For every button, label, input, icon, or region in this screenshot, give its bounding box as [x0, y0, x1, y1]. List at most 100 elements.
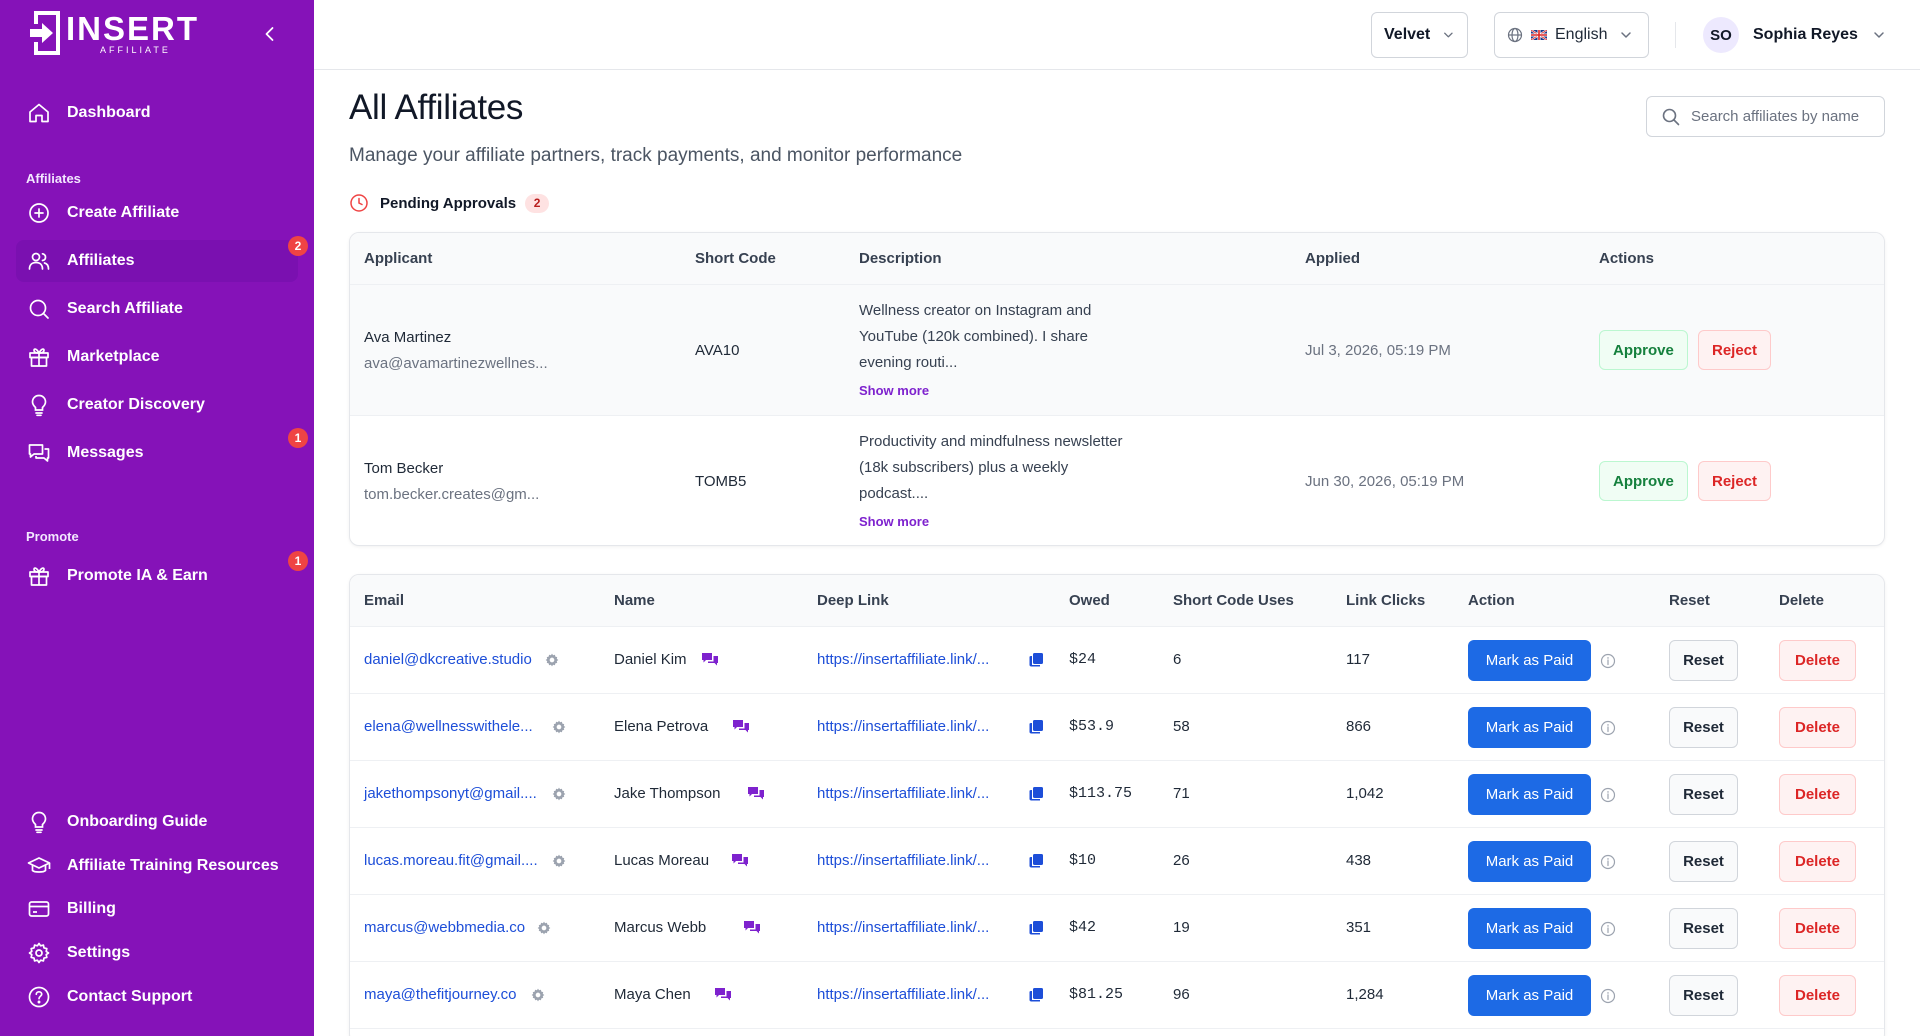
copy-icon[interactable] [1028, 920, 1044, 936]
delete-button[interactable]: Delete [1779, 774, 1856, 815]
sidebar: INSERT AFFILIATE Dashboard Affiliates Cr… [0, 0, 314, 1036]
info-icon[interactable] [1600, 988, 1616, 1004]
mark-as-paid-button[interactable]: Mark as Paid [1468, 908, 1591, 949]
mark-as-paid-button[interactable]: Mark as Paid [1468, 640, 1591, 681]
chevron-down-icon [1621, 32, 1632, 38]
globe-icon [1507, 27, 1523, 43]
reset-button[interactable]: Reset [1669, 640, 1738, 681]
mark-as-paid-button[interactable]: Mark as Paid [1468, 774, 1591, 815]
chat-icon[interactable] [701, 652, 719, 668]
gift-icon [29, 348, 49, 367]
table-row: Ava Martinez ava@avamartinezwellnes... A… [350, 285, 1884, 416]
copy-icon[interactable] [1028, 719, 1044, 735]
search-box[interactable] [1646, 96, 1885, 137]
delete-button[interactable]: Delete [1779, 640, 1856, 681]
reset-button[interactable]: Reset [1669, 841, 1738, 882]
search-input[interactable] [1691, 108, 1876, 125]
delete-button[interactable]: Delete [1779, 707, 1856, 748]
sidebar-item-label: Settings [67, 944, 131, 961]
owed-amount: $10 [1069, 852, 1097, 869]
sidebar-item-search-affiliate[interactable]: Search Affiliate [16, 288, 298, 330]
delete-button[interactable]: Delete [1779, 975, 1856, 1016]
mark-as-paid-button[interactable]: Mark as Paid [1468, 707, 1591, 748]
copy-icon[interactable] [1028, 853, 1044, 869]
table-row: jakethompsonyt@gmail.... Jake Thompson h… [350, 761, 1884, 828]
sidebar-item-marketplace[interactable]: Marketplace [16, 336, 298, 378]
reset-button[interactable]: Reset [1669, 975, 1738, 1016]
sidebar-item-contact-support[interactable]: Contact Support [16, 976, 298, 1018]
sidebar-item-promote[interactable]: Promote IA & Earn 1 [16, 551, 308, 597]
table-row: Tom Becker tom.becker.creates@gm... TOMB… [350, 416, 1884, 545]
reject-button[interactable]: Reject [1698, 330, 1772, 370]
chat-icon[interactable] [743, 920, 761, 936]
gear-icon[interactable] [544, 652, 560, 668]
brand-logo[interactable]: INSERT AFFILIATE [30, 8, 199, 58]
copy-icon[interactable] [1028, 987, 1044, 1003]
sidebar-item-settings[interactable]: Settings [16, 932, 298, 974]
user-menu[interactable]: SO Sophia Reyes [1703, 16, 1886, 54]
description-text: Wellness creator on Instagram and YouTub… [859, 302, 1092, 371]
show-more-link[interactable]: Show more [859, 383, 930, 398]
table-row: maya@thefitjourney.co Maya Chen https://… [350, 962, 1884, 1029]
affiliate-email-link[interactable]: jakethompsonyt@gmail.... [364, 785, 537, 802]
gear-icon[interactable] [536, 920, 552, 936]
sidebar-item-onboarding-guide[interactable]: Onboarding Guide [16, 801, 298, 843]
sidebar-item-create-affiliate[interactable]: Create Affiliate [16, 192, 298, 234]
affiliate-name: Daniel Kim [614, 651, 687, 668]
deep-link[interactable]: https://insertaffiliate.link/... [817, 718, 990, 735]
reset-button[interactable]: Reset [1669, 774, 1738, 815]
mark-as-paid-button[interactable]: Mark as Paid [1468, 975, 1591, 1016]
info-icon[interactable] [1600, 854, 1616, 870]
sidebar-item-label: Contact Support [67, 988, 193, 1005]
info-icon[interactable] [1600, 653, 1616, 669]
approve-button[interactable]: Approve [1599, 461, 1688, 501]
graduation-cap-icon [27, 857, 51, 873]
affiliate-email-link[interactable]: lucas.moreau.fit@gmail.... [364, 852, 538, 869]
collapse-sidebar-icon[interactable] [260, 24, 280, 44]
store-selector[interactable]: Velvet [1371, 12, 1468, 58]
gear-icon[interactable] [551, 719, 567, 735]
affiliates-table: Email Name Deep Link Owed Short Code Use… [349, 574, 1885, 1036]
show-more-link[interactable]: Show more [859, 514, 930, 529]
info-icon[interactable] [1600, 921, 1616, 937]
copy-icon[interactable] [1028, 652, 1044, 668]
gift-icon [29, 567, 49, 586]
chat-icon[interactable] [747, 786, 765, 802]
affiliate-email-link[interactable]: elena@wellnesswithele... [364, 718, 533, 735]
deep-link[interactable]: https://insertaffiliate.link/... [817, 919, 990, 936]
sidebar-item-label: Affiliates [67, 252, 135, 269]
sidebar-item-billing[interactable]: Billing [16, 888, 298, 930]
sidebar-item-label: Billing [67, 900, 116, 917]
sidebar-item-messages[interactable]: Messages 1 [16, 428, 308, 474]
sidebar-item-dashboard[interactable]: Dashboard [16, 92, 298, 134]
gear-icon[interactable] [551, 786, 567, 802]
approve-button[interactable]: Approve [1599, 330, 1688, 370]
mark-as-paid-button[interactable]: Mark as Paid [1468, 841, 1591, 882]
affiliate-email-link[interactable]: maya@thefitjourney.co [364, 986, 517, 1003]
chat-icon[interactable] [731, 853, 749, 869]
sidebar-item-creator-discovery[interactable]: Creator Discovery [16, 384, 298, 426]
info-icon[interactable] [1600, 787, 1616, 803]
info-icon[interactable] [1600, 720, 1616, 736]
chat-icon[interactable] [714, 987, 732, 1003]
delete-button[interactable]: Delete [1779, 908, 1856, 949]
reject-button[interactable]: Reject [1698, 461, 1772, 501]
delete-button[interactable]: Delete [1779, 841, 1856, 882]
gear-icon[interactable] [530, 987, 546, 1003]
gear-icon[interactable] [551, 853, 567, 869]
deep-link[interactable]: https://insertaffiliate.link/... [817, 651, 990, 668]
link-clicks: 438 [1346, 852, 1372, 869]
column-header-deep-link: Deep Link [817, 592, 889, 609]
sidebar-item-affiliates[interactable]: Affiliates 2 [16, 236, 308, 282]
language-selector[interactable]: English [1494, 12, 1649, 58]
deep-link[interactable]: https://insertaffiliate.link/... [817, 852, 990, 869]
sidebar-item-training-resources[interactable]: Affiliate Training Resources [16, 845, 298, 887]
chat-icon[interactable] [732, 719, 750, 735]
copy-icon[interactable] [1028, 786, 1044, 802]
deep-link[interactable]: https://insertaffiliate.link/... [817, 986, 990, 1003]
reset-button[interactable]: Reset [1669, 707, 1738, 748]
deep-link[interactable]: https://insertaffiliate.link/... [817, 785, 990, 802]
affiliate-email-link[interactable]: daniel@dkcreative.studio [364, 651, 532, 668]
affiliate-email-link[interactable]: marcus@webbmedia.co [364, 919, 526, 936]
reset-button[interactable]: Reset [1669, 908, 1738, 949]
